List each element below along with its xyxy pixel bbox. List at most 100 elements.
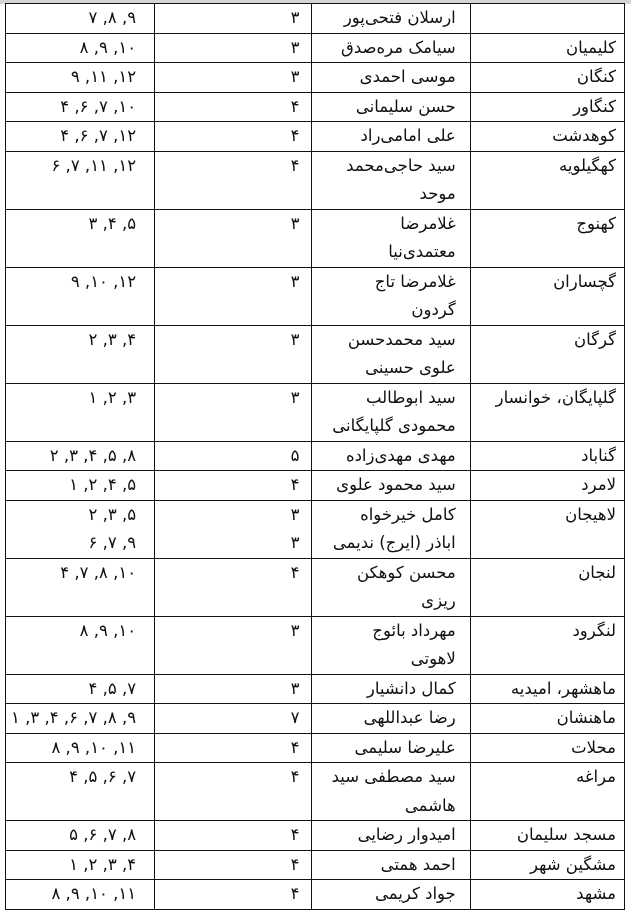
candidate-name-cell-line: کمال دانشیار [366,678,456,698]
candidate-name-cell: سید محمدحسن علوی حسینی [311,324,471,384]
city-cell: ماهنشان [469,703,626,734]
numbers-cell: ۱۱, ۱۰, ۹, ۸ [4,879,156,910]
count-cell-line: ۴ [290,767,300,786]
count-cell: ۴ [154,879,313,910]
numbers-cell-line: ۱۰, ۷, ۶, ۴ [60,96,137,116]
numbers-cell: ۱۲, ۱۱, ۹ [4,62,156,93]
city-cell: مشهد [469,879,626,910]
table-row: مراغه سید مصطفی سید هاشمی ۴ ۷, ۶, ۵, ۴ [4,762,626,821]
candidate-name-cell: محسن کوهکن ریزی [311,557,471,617]
count-cell: ۷ [154,703,313,734]
city-cell: کنگان [469,62,626,93]
candidate-name-cell-line: علیرضا سلیمی [354,737,456,757]
numbers-cell: ۱۲, ۱۰, ۹ [4,266,156,326]
city-cell: مراغه [469,762,626,821]
count-cell-line: ۴ [290,884,300,903]
candidate-name-cell-line: موسی احمدی [359,67,456,86]
candidate-name-cell-line: رضا عبداللهی [363,708,456,727]
table-row: مسجد سلیمان امیدوار رضایی ۴ ۸, ۷, ۶, ۵ [4,820,626,851]
numbers-cell: ۴, ۳, ۲ [4,324,156,384]
count-cell-line: ۳ [290,67,300,86]
numbers-cell-line: ۳, ۲, ۱ [88,387,137,407]
numbers-cell-line: ۱۲, ۱۰, ۹ [70,271,137,291]
candidate-name-cell: علیرضا سلیمی [311,732,471,763]
city-cell: کهنوج [469,208,626,268]
city-cell [469,3,626,34]
numbers-cell: ۵, ۴, ۳ [4,208,156,268]
candidate-name-cell-line: امیدوار رضایی [357,825,456,844]
count-cell-line: ۳ [290,387,300,407]
numbers-cell: ۱۲, ۱۱, ۷, ۶ [4,150,156,210]
numbers-cell: ۷, ۵, ۴ [4,673,156,704]
numbers-cell-line: ۱۰, ۸, ۷, ۴ [60,562,137,582]
numbers-cell-line: ۴, ۳, ۲, ۱ [69,854,137,874]
count-cell-line: ۴ [290,96,300,116]
table-row: ماهنشان رضا عبداللهی ۷ ۹, ۸, ۷, ۶, ۴, ۳, ۱ [4,703,626,734]
candidate-name-cell-line: احمد همتی [380,854,456,874]
numbers-cell-line: ۴, ۳, ۲ [88,329,137,349]
candidate-name-cell-line: ارسلان فتحی‌پور [343,8,456,27]
city-cell: گلپایگان، خوانسار [469,382,626,442]
count-cell: ۴ [154,849,313,880]
table-row: لنجان محسن کوهکن ریزی ۴ ۱۰, ۸, ۷, ۴ [4,557,626,617]
numbers-cell-line: ۱۲, ۷, ۶, ۴ [60,126,137,145]
table-row: مشهد جواد کریمی ۴ ۱۱, ۱۰, ۹, ۸ [4,879,626,910]
numbers-cell: ۱۰, ۹, ۸ [4,615,156,675]
count-cell-line: ۴ [290,475,300,494]
candidate-name-cell: امیدوار رضایی [311,820,471,851]
count-cell-line: ۳ [290,37,300,57]
count-cell-line: ۴ [290,126,300,145]
numbers-cell-line: ۱۲, ۱۱, ۷, ۶ [51,155,137,175]
numbers-cell: ۱۲, ۷, ۶, ۴ [4,121,156,152]
count-cell: ۳ [154,62,313,93]
candidate-name-cell-line: ریزی [421,591,456,610]
candidate-name-cell: غلامرضا معتمدی‌نیا [311,208,471,268]
city-cell: لنجان [469,557,626,617]
candidate-name-cell-line: سید مصطفی سید [331,767,456,786]
numbers-cell-line: ۸, ۷, ۶, ۵ [69,825,137,844]
count-cell-line: ۳ [290,271,300,291]
count-cell-line: ۳ [290,8,300,27]
candidate-name-cell-line: مهدی مهدی‌زاده [345,445,456,465]
count-cell: ۴ [154,732,313,763]
count-cell: ۴ [154,557,313,617]
city-cell: کوهدشت [469,121,626,152]
candidate-name-cell-line: لاهوتی [410,649,456,668]
candidate-name-cell-line: غلامرضا [400,213,456,233]
candidate-name-cell: غلامرضا تاج گردون [311,266,471,326]
city-cell: گچساران [469,266,626,326]
count-cell-line: ۴ [290,854,300,874]
candidate-name-cell: سید محمود علوی [311,470,471,501]
table-row: کنگاور حسن سلیمانی ۴ ۱۰, ۷, ۶, ۴ [4,91,626,122]
numbers-cell: ۷, ۶, ۵, ۴ [4,762,156,821]
numbers-cell: ۹, ۸, ۷, ۶, ۴, ۳, ۱ [4,703,156,734]
top-strip [0,0,631,4]
count-cell: ۳ [154,673,313,704]
candidate-name-cell: سید ابوطالب محمودی گلپایگانی [311,382,471,442]
candidate-name-cell-line: محسن کوهکن [356,562,456,582]
numbers-cell-line: ۱۱, ۱۰, ۹, ۸ [51,737,137,757]
candidate-name-cell-line: جواد کریمی [375,884,456,903]
candidate-name-cell-line: سیامک مره‌صدق [341,37,456,57]
candidate-name-cell-line: محمودی گلپایگانی [332,416,456,435]
table-row: لنگرود مهرداد بائوج لاهوتی ۳ ۱۰, ۹, ۸ [4,615,626,675]
city-cell: مشگین شهر [469,849,626,880]
candidate-name-cell: سیامک مره‌صدق [311,32,471,63]
numbers-cell-line: ۸, ۵, ۴, ۳, ۲ [49,445,137,465]
candidate-name-cell-line: هاشمی [404,795,456,815]
table-row: گناباد مهدی مهدی‌زاده ۵ ۸, ۵, ۴, ۳, ۲ [4,440,626,471]
count-cell-line: ۳ [290,213,300,233]
table-row: ماهشهر، امیدیه کمال دانشیار ۳ ۷, ۵, ۴ [4,673,626,704]
numbers-cell-line: ۷, ۵, ۴ [88,678,137,698]
city-cell: کلیمیان [469,32,626,63]
city-cell: لنگرود [469,615,626,675]
candidate-name-cell: کمال دانشیار [311,673,471,704]
count-cell-line: ۳ [290,678,300,698]
count-cell-line: ۴ [290,737,300,757]
count-cell-line: ۵ [290,445,300,465]
numbers-cell-line: ۹, ۷, ۶ [88,533,137,552]
city-cell: لامرد [469,470,626,501]
numbers-cell: ۴, ۳, ۲, ۱ [4,849,156,880]
numbers-cell: ۱۰, ۸, ۷, ۴ [4,557,156,617]
city-cell: گناباد [469,440,626,471]
